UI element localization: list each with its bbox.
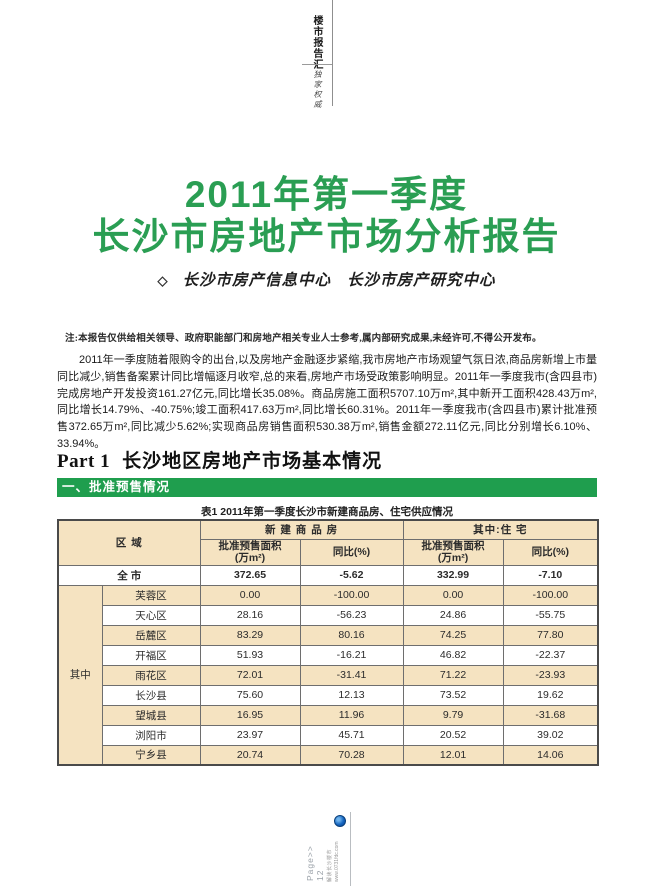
district-row: 开福区 51.93 -16.21 46.82 -22.37 <box>58 644 599 666</box>
footer-tagline: 解读长沙楼市 <box>327 848 333 882</box>
header-presale-area-1: 批准预售面积 (万m²) <box>199 538 301 566</box>
district-value-cell: 24.86 <box>402 604 504 626</box>
part1-heading: Part 1 长沙地区房地产市场基本情况 <box>57 446 382 473</box>
footer-site-url: www.0731fdc.com <box>334 841 340 882</box>
district-value-cell: 39.02 <box>502 724 599 746</box>
byline-org2: 长沙市房产研究中心 <box>347 272 496 289</box>
report-title-line2: 长沙市房地产市场分析报告 <box>92 216 561 257</box>
table-header-row1: 区 域 新 建 商 品 房 其中:住 宅 <box>57 519 599 566</box>
confidential-note: 注:本报告仅供给相关领导、政府职能部门和房地产相关专业人士参考,属内部研究成果,… <box>65 334 542 344</box>
district-value-cell: -100.00 <box>502 584 599 606</box>
district-label-cell: 天心区 <box>101 604 201 626</box>
header-area: 区 域 <box>57 519 201 566</box>
masthead-divider <box>302 64 332 65</box>
district-value-cell: 80.16 <box>299 624 404 646</box>
district-label-cell: 望城县 <box>101 704 201 726</box>
district-row: 浏阳市 23.97 45.71 20.52 39.02 <box>58 724 599 746</box>
district-value-cell: 0.00 <box>402 584 504 606</box>
masthead-rule <box>332 0 333 106</box>
district-value-cell: 77.80 <box>502 624 599 646</box>
district-value-cell: -31.68 <box>502 704 599 726</box>
district-row: 其中 芙蓉区 0.00 -100.00 0.00 -100.00 <box>57 584 599 766</box>
district-value-cell: 20.52 <box>402 724 504 746</box>
footer-rule <box>350 812 351 886</box>
district-value-cell: -55.75 <box>502 604 599 626</box>
span-label-cell: 其中 <box>57 584 103 766</box>
district-label-cell: 开福区 <box>101 644 201 666</box>
district-value-cell: 12.01 <box>402 744 504 766</box>
district-value-cell: 45.71 <box>299 724 404 746</box>
district-value-cell: 0.00 <box>199 584 301 606</box>
district-row: 岳麓区 83.29 80.16 74.25 77.80 <box>58 624 599 646</box>
header-group-residential: 其中:住 宅 <box>402 519 599 540</box>
header-presale-area-2: 批准预售面积 (万m²) <box>402 538 504 566</box>
district-row: 雨花区 72.01 -31.41 71.22 -23.93 <box>58 664 599 686</box>
byline-org1: 长沙市房产信息中心 <box>182 272 331 289</box>
byline: ◇ 长沙市房产信息中心 长沙市房产研究中心 <box>0 268 653 290</box>
district-value-cell: 28.16 <box>199 604 301 626</box>
district-value-cell: -22.37 <box>502 644 599 666</box>
district-value-cell: 75.60 <box>199 684 301 706</box>
masthead-brand: 楼市报告汇 <box>311 15 322 70</box>
table-header-row2: 批准预售面积 (万m²) 同比(%) 批准预售面积 (万m²) 同比(%) <box>58 538 599 566</box>
report-title-line1: 2011年第一季度 <box>184 174 469 215</box>
district-value-cell: 19.62 <box>502 684 599 706</box>
table-body: 全 市 372.65 -5.62 332.99 -7.10 其中 芙蓉区 0.00… <box>57 564 599 766</box>
district-row: 长沙县 75.60 12.13 73.52 19.62 <box>58 684 599 706</box>
part1-heading-en: Part 1 <box>57 451 111 472</box>
district-value-cell: 72.01 <box>199 664 301 686</box>
district-value-cell: 16.95 <box>199 704 301 726</box>
header-yoy-2: 同比(%) <box>502 538 599 566</box>
district-value-cell: 9.79 <box>402 704 504 726</box>
district-label-cell: 浏阳市 <box>101 724 201 746</box>
district-label-cell: 长沙县 <box>101 684 201 706</box>
district-row: 天心区 28.16 -56.23 24.86 -55.75 <box>58 604 599 626</box>
header-group-commodity: 新 建 商 品 房 <box>199 519 404 540</box>
header-yoy-1: 同比(%) <box>299 538 404 566</box>
district-label-cell: 岳麓区 <box>101 624 201 646</box>
total-label-cell: 全 市 <box>57 564 201 586</box>
district-value-cell: 23.97 <box>199 724 301 746</box>
district-value-cell: 11.96 <box>299 704 404 726</box>
supply-table: 区 域 新 建 商 品 房 其中:住 宅 批准预售面积 (万m²) 同比(%) … <box>57 519 600 766</box>
district-label-cell: 芙蓉区 <box>101 584 201 606</box>
title-block: 2011年第一季度 长沙市房地产市场分析报告 ◇ 长沙市房产信息中心 长沙市房产研究… <box>0 174 653 290</box>
part1-heading-cn: 长沙地区房地产市场基本情况 <box>122 451 383 472</box>
district-value-cell: -100.00 <box>299 584 404 606</box>
district-row: 宁乡县 20.74 70.28 12.01 14.06 <box>58 744 599 766</box>
district-value-cell: 74.25 <box>402 624 504 646</box>
district-value-cell: 71.22 <box>402 664 504 686</box>
table1-title: 表1 2011年第一季度长沙市新建商品房、住宅供应情况 <box>200 506 454 518</box>
district-value-cell: -16.21 <box>299 644 404 666</box>
district-value-cell: 73.52 <box>402 684 504 706</box>
district-value-cell: 12.13 <box>299 684 404 706</box>
district-value-cell: 51.93 <box>199 644 301 666</box>
page-number: Page>> 12 <box>305 845 325 881</box>
district-value-cell: 46.82 <box>402 644 504 666</box>
district-value-cell: 20.74 <box>199 744 301 766</box>
site-logo-icon <box>334 815 346 827</box>
district-row: 望城县 16.95 11.96 9.79 -31.68 <box>58 704 599 726</box>
diamond-icon: ◇ <box>157 273 169 288</box>
district-value-cell: -56.23 <box>299 604 404 626</box>
district-label-cell: 宁乡县 <box>101 744 201 766</box>
intro-paragraph: 2011年一季度随着限购令的出台,以及房地产金融逐步紧缩,我市房地产市场观望气氛… <box>57 354 597 450</box>
total-value-cell: 332.99 <box>402 564 504 586</box>
district-label-cell: 雨花区 <box>101 664 201 686</box>
total-value-cell: -7.10 <box>502 564 599 586</box>
district-value-cell: 83.29 <box>199 624 301 646</box>
total-value-cell: 372.65 <box>199 564 301 586</box>
total-row: 全 市 372.65 -5.62 332.99 -7.10 <box>57 564 599 586</box>
district-value-cell: -23.93 <box>502 664 599 686</box>
section1-banner: 一、批准预售情况 <box>57 478 597 497</box>
total-value-cell: -5.62 <box>299 564 404 586</box>
district-value-cell: 14.06 <box>502 744 599 766</box>
district-value-cell: -31.41 <box>299 664 404 686</box>
district-value-cell: 70.28 <box>299 744 404 766</box>
masthead-tagline: 独家权威 <box>313 70 322 110</box>
